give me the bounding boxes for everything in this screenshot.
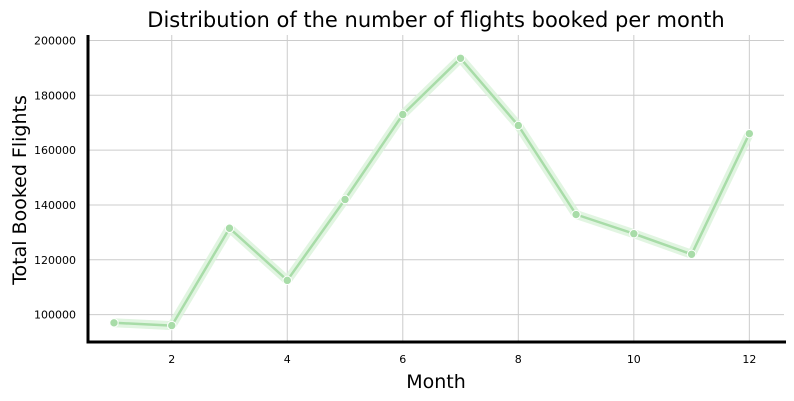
confidence-band-layer	[109, 53, 754, 331]
data-point	[513, 120, 524, 131]
x-axis-label: Month	[406, 371, 466, 393]
x-tick-label: 2	[168, 353, 175, 366]
y-tick-label: 200000	[34, 34, 76, 47]
x-tick-label: 4	[284, 353, 291, 366]
x-tick-labels: 2 4 6 8 10 12	[168, 353, 756, 366]
data-point	[398, 109, 408, 120]
data-point	[167, 320, 177, 331]
data-point	[282, 275, 292, 286]
y-tick-labels: 100000 120000 140000 160000 180000 200000	[34, 34, 76, 321]
y-tick-label: 160000	[34, 144, 76, 157]
data-point	[109, 318, 119, 328]
y-tick-label: 120000	[34, 254, 76, 267]
data-point	[686, 249, 697, 259]
data-point	[224, 223, 235, 233]
data-point	[629, 229, 639, 239]
grid-lines	[88, 35, 784, 342]
y-tick-label: 100000	[34, 309, 76, 322]
axes	[86, 35, 786, 344]
x-tick-label: 12	[742, 353, 756, 366]
y-tick-label: 140000	[34, 199, 76, 212]
data-point	[571, 209, 581, 220]
confidence-band	[109, 53, 754, 331]
x-tick-label: 10	[627, 353, 641, 366]
data-point	[744, 128, 755, 139]
x-tick-label: 6	[399, 353, 406, 366]
x-tick-label: 8	[515, 353, 522, 366]
data-point	[340, 194, 350, 205]
data-points	[109, 53, 755, 331]
y-axis-label: Total Booked Flights	[9, 95, 31, 286]
chart-title: Distribution of the number of flights bo…	[147, 8, 724, 32]
series-line	[112, 57, 751, 327]
data-point	[455, 53, 466, 63]
series-line-layer	[112, 57, 751, 327]
y-tick-label: 180000	[34, 89, 76, 102]
